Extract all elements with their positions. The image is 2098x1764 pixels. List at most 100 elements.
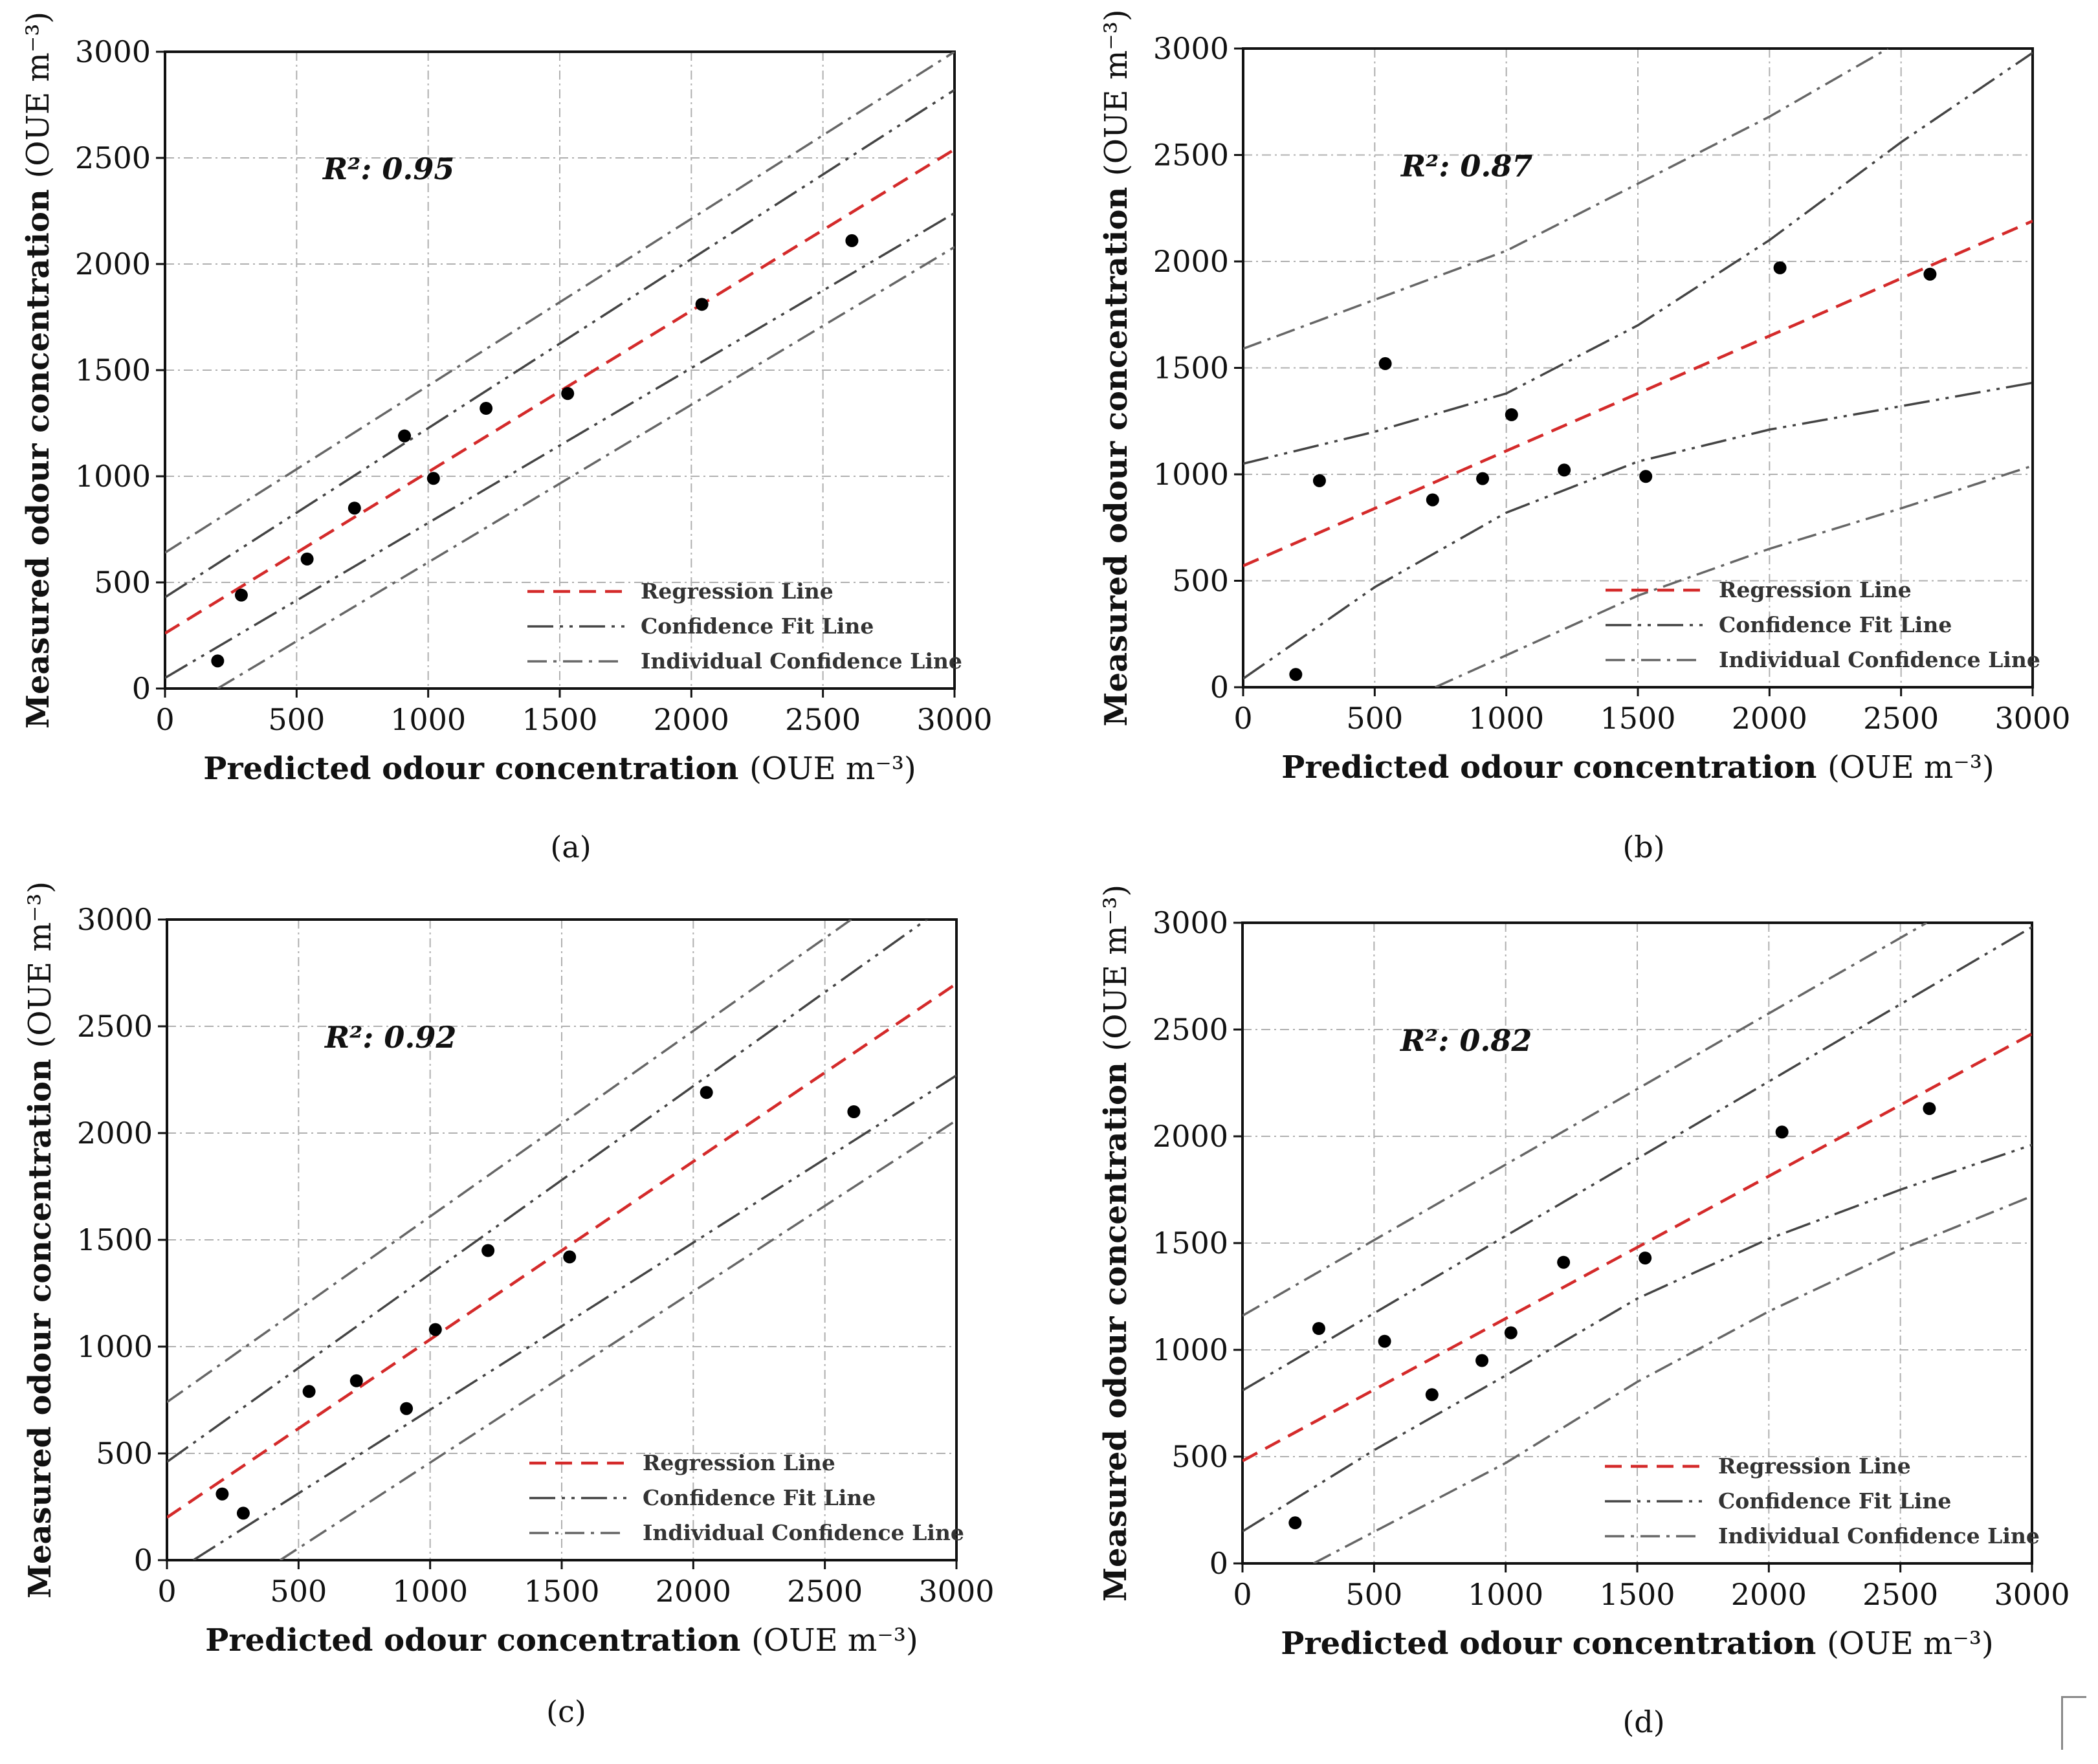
data-point	[700, 1086, 713, 1099]
legend-regression-label: Regression Line	[1718, 1453, 1911, 1479]
y-tick-label: 2000	[75, 247, 151, 281]
x-tick-label: 0	[1233, 1577, 1252, 1612]
confidence-fit-lower-line	[165, 212, 955, 679]
data-point	[302, 1385, 316, 1398]
r2-annotation: R²: 0.82	[1399, 1023, 1532, 1058]
y-tick-label: 1000	[77, 1329, 153, 1364]
x-axis-title: Predicted odour concentration (OUE m⁻³)	[203, 751, 916, 787]
caption-c: (c)	[546, 1694, 586, 1729]
y-tick-label: 2500	[1153, 138, 1229, 173]
data-point	[1288, 1516, 1302, 1530]
confidence-fit-upper-line	[165, 89, 955, 599]
confidence-fit-upper-line	[167, 920, 929, 1463]
x-tick-label: 3000	[918, 1574, 994, 1609]
individual-confidence-upper-line	[1243, 49, 1889, 350]
data-point	[234, 588, 248, 602]
series-lines	[165, 52, 955, 689]
legend-confidence-fit-label: Confidence Fit Line	[1718, 1488, 1951, 1514]
y-tick-label: 2000	[1153, 1119, 1228, 1154]
data-point	[695, 298, 709, 311]
data-point	[426, 472, 440, 485]
confidence-fit-lower-line	[1243, 381, 2033, 680]
confidence-fit-upper-line	[1242, 926, 2032, 1392]
x-axis-title: Predicted odour concentration (OUE m⁻³)	[1281, 749, 1994, 786]
legend-individual-confidence-label: Individual Confidence Line	[1718, 1523, 2040, 1549]
x-tick-label: 500	[268, 702, 325, 737]
y-tick-label: 2000	[1153, 244, 1229, 279]
y-tick-label: 1500	[75, 353, 151, 388]
data-point	[1639, 470, 1653, 483]
caption-b: (b)	[1622, 830, 1665, 865]
x-tick-label: 3000	[916, 702, 992, 737]
corner-mark	[2061, 1696, 2086, 1750]
panel-d: 0 500 1000 1500 2000 2500 3000 0 500 1000 1500 2000…	[1049, 882, 2098, 1764]
individual-confidence-upper-line	[167, 920, 852, 1404]
legend-confidence-fit-label: Confidence Fit Line	[1719, 612, 1952, 637]
y-axis-title: Measured odour concentration (OUE m⁻³)	[20, 12, 56, 729]
data-point	[300, 552, 314, 566]
x-tick-label: 0	[155, 702, 174, 737]
data-point	[1476, 472, 1490, 485]
x-tick-label: 500	[270, 1574, 327, 1609]
data-point	[1639, 1251, 1652, 1265]
legend-confidence-fit-label: Confidence Fit Line	[641, 613, 874, 639]
individual-confidence-lower-line	[1435, 465, 2033, 687]
data-point	[1923, 1102, 1936, 1116]
y-tick-label: 0	[1210, 670, 1229, 705]
y-tick-label: 1000	[75, 459, 151, 494]
data-point	[1923, 267, 1937, 281]
data-point	[563, 1250, 577, 1264]
x-tick-label: 500	[1345, 1577, 1402, 1612]
chart-a: 0 500 1000 1500 2000 2500 3000 0 500 1000 1500 2000…	[20, 12, 993, 787]
data-point	[349, 1374, 363, 1387]
y-tick-label: 1500	[1153, 1226, 1228, 1261]
data-point	[1558, 463, 1571, 477]
data-point	[236, 1506, 250, 1520]
y-tick-label: 1000	[1153, 1332, 1228, 1367]
x-tick-label: 1500	[1599, 1577, 1675, 1612]
panel-a: 0 500 1000 1500 2000 2500 3000 0 500 1000 1500 2000…	[0, 0, 1049, 882]
confidence-fit-lower-line	[1242, 1143, 2032, 1532]
individual-confidence-upper-line	[1242, 923, 1928, 1317]
panel-c: 0 500 1000 1500 2000 2500 3000 0 500 1000 1500 2000…	[0, 881, 1049, 1764]
y-tick-label: 500	[1171, 1439, 1228, 1474]
y-axis-title: Measured odour concentration (OUE m⁻³)	[1098, 885, 1134, 1602]
data-point	[400, 1402, 414, 1415]
x-tick-label: 1000	[1468, 1577, 1543, 1612]
chart-d: 0 500 1000 1500 2000 2500 3000 0 500 1000 1500 2000…	[1098, 885, 2070, 1662]
y-tick-label: 0	[134, 1543, 153, 1578]
data-point	[1312, 1322, 1325, 1335]
legend-regression-label: Regression Line	[1719, 577, 1912, 602]
data-point	[1775, 1125, 1789, 1139]
regression-line	[1243, 219, 2033, 568]
legend-individual-confidence-label: Individual Confidence Line	[1719, 647, 2040, 672]
regression-line	[167, 982, 956, 1519]
individual-confidence-lower-line	[217, 246, 955, 689]
data-point	[1378, 357, 1392, 370]
y-tick-label: 0	[1209, 1546, 1228, 1581]
r2-annotation: R²: 0.95	[322, 151, 454, 186]
y-tick-label: 1000	[1153, 457, 1229, 492]
y-axis-title: Measured odour concentration (OUE m⁻³)	[1098, 9, 1134, 726]
individual-confidence-lower-line	[1312, 1195, 2032, 1563]
x-tick-label: 0	[1233, 701, 1252, 736]
data-point	[561, 387, 575, 401]
data-point	[1425, 1388, 1439, 1402]
x-tick-label: 1500	[522, 702, 597, 737]
x-tick-label: 500	[1346, 701, 1403, 736]
x-tick-label: 3000	[1994, 701, 2070, 736]
legend-regression-label: Regression Line	[643, 1450, 835, 1475]
regression-line	[1242, 1032, 2032, 1462]
data-point	[215, 1487, 229, 1501]
r2-annotation: R²: 0.87	[1400, 148, 1532, 183]
legend-individual-confidence-label: Individual Confidence Line	[641, 648, 962, 674]
legend-individual-confidence-label: Individual Confidence Line	[643, 1520, 964, 1545]
caption-d: (d)	[1622, 1704, 1665, 1739]
series-lines	[167, 920, 956, 1560]
y-axis-title: Measured odour concentration (OUE m⁻³)	[22, 881, 58, 1598]
x-axis-title: Predicted odour concentration (OUE m⁻³)	[1281, 1626, 1993, 1662]
x-tick-label: 2000	[1731, 1577, 1807, 1612]
individual-confidence-lower-line	[279, 1119, 956, 1560]
x-tick-label: 1500	[524, 1574, 599, 1609]
